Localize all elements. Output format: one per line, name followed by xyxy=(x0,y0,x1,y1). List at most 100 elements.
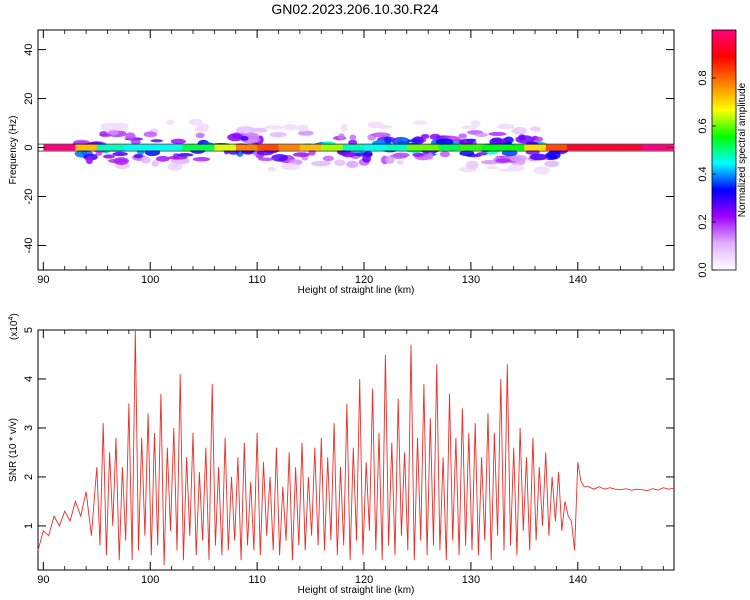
heatmap-blob xyxy=(322,155,334,162)
heatmap-ridge-segment xyxy=(342,144,365,151)
heatmap-ridge-segment xyxy=(235,144,258,151)
x-tick-label: 130 xyxy=(462,274,480,286)
heatmap-blob xyxy=(435,138,454,146)
colorbar-tick-label: 0.2 xyxy=(697,214,709,229)
heatmap-panel: 90 100 110 120 130 140 -40 -20 0 20 40 Height of … xyxy=(8,29,675,296)
y-tick-label: 3 xyxy=(23,425,35,431)
heatmap-blob xyxy=(227,133,244,142)
heatmap-blob xyxy=(535,136,544,142)
heatmap-blob xyxy=(280,162,300,171)
heatmap-blob xyxy=(474,132,488,138)
heatmap-blob xyxy=(176,153,194,157)
heatmap-blob xyxy=(264,125,285,130)
heatmap-blob xyxy=(407,139,421,143)
snr-y-scale-suffix: ) xyxy=(9,313,20,316)
heatmap-blob xyxy=(256,150,274,156)
x-tick-label: 120 xyxy=(355,574,373,586)
heatmap-blob xyxy=(151,160,159,167)
heatmap-ridge-segment xyxy=(406,144,418,151)
y-tick-label: -20 xyxy=(23,189,35,205)
heatmap-blob xyxy=(334,159,346,166)
heatmap-blob xyxy=(267,167,277,172)
y-tick-label: 1 xyxy=(23,523,35,529)
heatmap-blob xyxy=(112,151,128,157)
heatmap-blob xyxy=(130,139,141,145)
heatmap-blob xyxy=(501,149,518,157)
heatmap-blob xyxy=(195,132,205,139)
heatmap-blob xyxy=(497,168,514,172)
snr-x-ticks: 90 100 110 120 130 140 xyxy=(37,330,664,586)
heatmap-blob xyxy=(73,139,90,145)
heatmap-blob xyxy=(103,154,115,159)
heatmap-blob xyxy=(397,140,410,146)
heatmap-blob xyxy=(495,158,512,163)
heatmap-blob xyxy=(497,123,514,130)
heatmap-ridge-segment xyxy=(96,144,125,151)
heatmap-blob xyxy=(125,132,136,141)
heatmap-ridge-segment xyxy=(214,144,237,151)
heatmap-blob xyxy=(269,131,287,138)
heatmap-blob xyxy=(271,153,289,162)
heatmap-ridge-segment xyxy=(641,144,675,151)
heatmap-blob xyxy=(155,155,170,162)
heatmap-blob xyxy=(235,126,256,134)
y-tick-label: 40 xyxy=(23,43,35,55)
heatmap-blob xyxy=(420,134,430,139)
heatmap-x-ticks: 90 100 110 120 130 140 xyxy=(37,30,664,286)
heatmap-blob xyxy=(337,133,345,141)
heatmap-blob xyxy=(108,129,119,136)
heatmap-blob xyxy=(465,160,479,170)
heatmap-blob xyxy=(545,151,561,160)
heatmap-blob xyxy=(412,152,424,157)
x-tick-label: 140 xyxy=(569,274,587,286)
heatmap-ridge-segment xyxy=(545,144,568,151)
heatmap-blob xyxy=(150,139,163,143)
heatmap-blob xyxy=(168,155,188,160)
heatmap-ridge-segment xyxy=(299,144,322,151)
x-tick-label: 100 xyxy=(141,574,159,586)
heatmap-blob xyxy=(196,123,210,132)
heatmap-blob xyxy=(166,119,175,126)
colorbar-ticks: 0.0 0.2 0.4 0.6 0.8 xyxy=(697,70,716,278)
heatmap-blob xyxy=(348,139,358,147)
heatmap-blob xyxy=(188,118,203,126)
heatmap-ridge-segment xyxy=(278,144,301,151)
heatmap-y-ticks: -40 -20 0 20 40 xyxy=(23,43,674,253)
heatmap-ridge-segment xyxy=(460,144,483,151)
heatmap-blob xyxy=(170,138,186,145)
heatmap-blob xyxy=(385,155,395,164)
snr-y-scale-factor: (x104) xyxy=(8,313,20,340)
colorbar-tick-label: 0.0 xyxy=(697,262,709,277)
colorbar-label: Normalized spectral amplitude xyxy=(737,82,748,217)
heatmap-blob xyxy=(362,154,372,163)
colorbar-tick-label: 0.6 xyxy=(697,118,709,133)
heatmap-blob xyxy=(85,155,93,165)
heatmap-blob xyxy=(544,160,560,168)
heatmap-blob xyxy=(397,160,404,165)
colorbar-tick-label: 0.8 xyxy=(697,70,709,85)
heatmap-blob xyxy=(311,160,331,167)
y-tick-label: 20 xyxy=(23,92,35,104)
heatmap-blob xyxy=(470,120,481,127)
heatmap-blob xyxy=(99,130,108,137)
x-tick-label: 110 xyxy=(248,574,266,586)
heatmap-blob xyxy=(508,154,528,162)
heatmap-blob xyxy=(458,133,468,139)
heatmap-ridge-segment xyxy=(150,144,183,151)
x-tick-label: 100 xyxy=(141,274,159,286)
heatmap-blob xyxy=(257,135,264,144)
y-tick-label: 0 xyxy=(23,144,35,150)
heatmap-blob xyxy=(192,156,211,162)
heatmap-blob xyxy=(529,153,548,161)
heatmap-blob xyxy=(292,152,311,157)
colorbar-tick-label: 0.4 xyxy=(697,166,709,181)
heatmap-blob xyxy=(340,123,348,132)
heatmap-blob xyxy=(258,157,274,162)
heatmap-ridge xyxy=(38,143,675,152)
heatmap-ridge-segment xyxy=(588,144,622,151)
x-tick-label: 90 xyxy=(37,274,49,286)
y-tick-label: 4 xyxy=(23,376,35,382)
x-tick-label: 90 xyxy=(37,574,49,586)
y-tick-label: -40 xyxy=(23,238,35,254)
heatmap-blob xyxy=(346,160,359,169)
